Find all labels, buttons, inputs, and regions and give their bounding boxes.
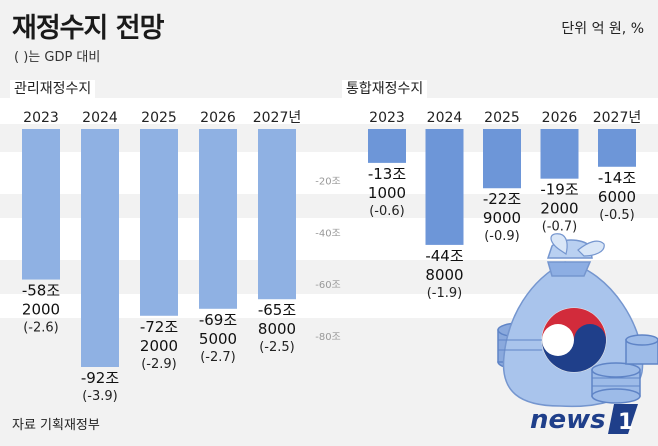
bar [598,129,636,167]
bar [22,129,60,280]
gdp-ratio-label: (-0.6) [369,204,405,219]
category-label: 2027년 [253,110,302,126]
svg-text:1: 1 [618,410,633,435]
data-label: -92조 [81,369,119,387]
unit-label: 단위 억 원, % [561,21,644,37]
category-label: 2027년 [593,110,642,126]
gdp-ratio-label: (-0.9) [484,229,520,244]
data-label: 1000 [368,184,406,202]
data-label: -58조 [22,282,60,300]
data-label: 2000 [140,337,178,355]
news1-logo-icon: news 1 [530,404,638,435]
category-label: 2025 [484,110,520,126]
axis-tick-label: -20조 [315,177,341,188]
gdp-ratio-label: (-0.5) [599,208,635,223]
data-label: -22조 [483,190,521,208]
center-axis: -20조 -40조 -60조 -80조 [315,177,341,343]
gdp-ratio-label: (-2.7) [200,350,236,365]
bar [425,129,464,245]
labels-layer: 2023-58조2000(-2.6)2024-92조(-3.9)2025-72조… [22,110,641,404]
axis-tick-label: -40조 [315,228,341,239]
left-chart-title: 관리재정수지 [10,80,96,98]
bar [540,129,579,179]
gdp-ratio-label: (-0.7) [542,220,578,235]
money-bag-icon [497,233,658,408]
category-label: 2026 [542,110,578,126]
category-label: 2023 [369,110,405,126]
gdp-ratio-label: (-2.6) [23,321,59,336]
data-label: 6000 [598,188,636,206]
bars-layer [22,129,636,367]
source-note: 자료 기획재정부 [12,418,100,433]
data-label: -65조 [258,301,296,319]
background-stripe [0,98,658,124]
axis-tick-label: -80조 [315,332,341,343]
data-label: 5000 [199,330,237,348]
bar [368,129,406,163]
category-label: 2025 [141,110,177,126]
data-label: 8000 [425,266,463,284]
gdp-ratio-label: (-1.9) [427,286,463,301]
data-label: -19조 [540,181,578,199]
bar [483,129,521,189]
gdp-ratio-note: ( )는 GDP 대비 [14,50,101,65]
data-label: 8000 [258,320,296,338]
data-label: 9000 [483,209,521,227]
category-label: 2026 [200,110,236,126]
right-chart-title: 통합재정수지 [342,80,428,98]
data-label: 2000 [540,200,578,218]
data-label: -13조 [368,165,406,183]
data-label: -44조 [425,247,463,265]
svg-text:news: news [530,405,606,435]
bar [140,129,178,316]
data-label: -72조 [140,318,178,336]
data-label: -69조 [199,311,237,329]
category-label: 2024 [82,110,118,126]
data-label: 2000 [22,301,60,319]
axis-tick-label: -60조 [315,280,341,291]
page-title: 재정수지 전망 [12,13,164,44]
category-label: 2023 [23,110,59,126]
bar [199,129,237,309]
gdp-ratio-label: (-2.5) [259,340,295,355]
bar [81,129,119,367]
gdp-ratio-label: (-3.9) [82,389,118,404]
bar [258,129,296,300]
gdp-ratio-label: (-2.9) [141,357,177,372]
category-label: 2024 [427,110,463,126]
data-label: -14조 [598,169,636,187]
